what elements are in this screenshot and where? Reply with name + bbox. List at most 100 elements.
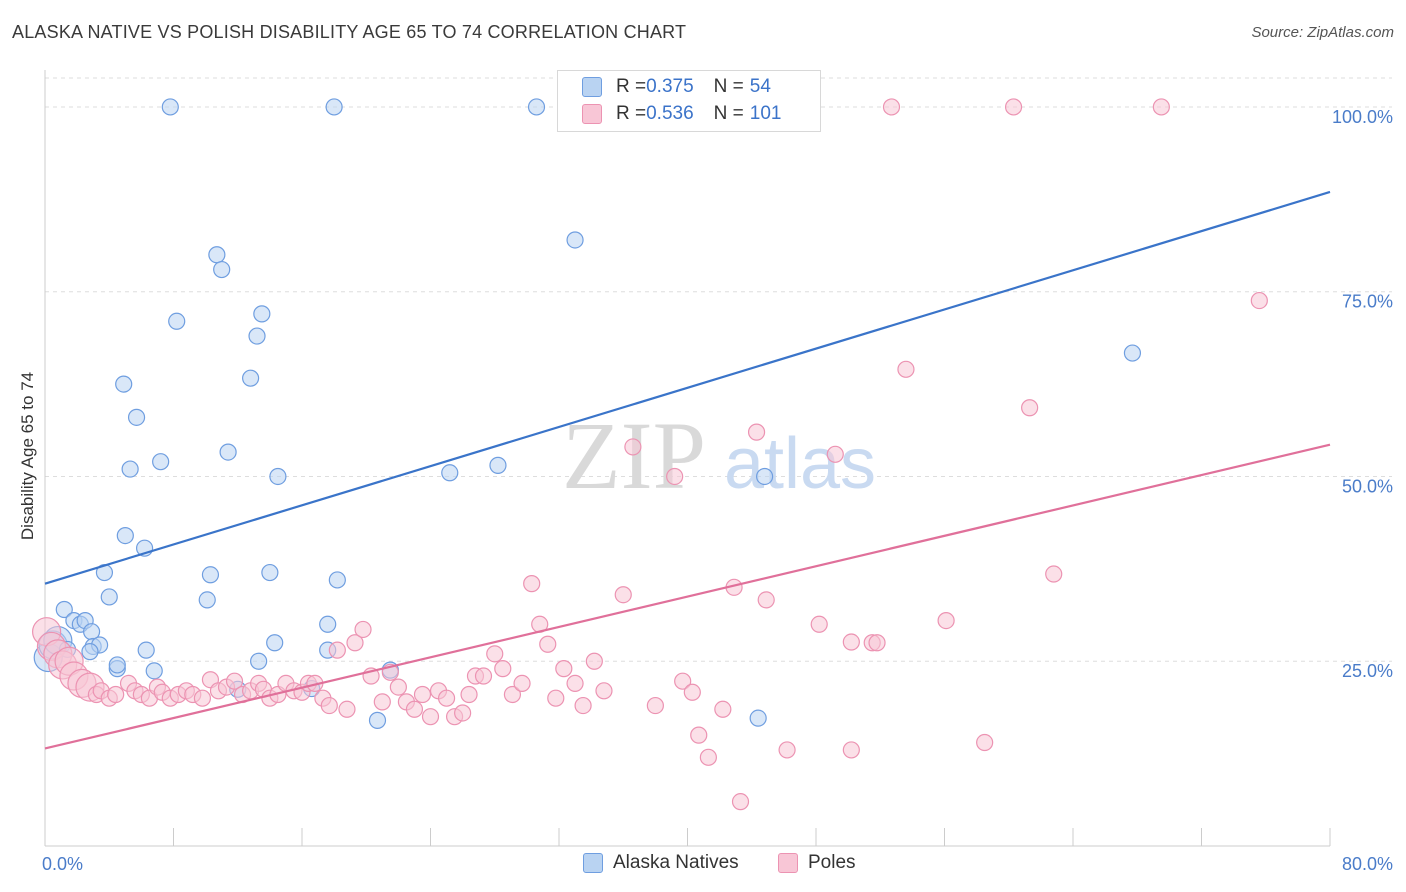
poles-point-55	[454, 704, 472, 722]
alaska-point-35	[261, 563, 279, 582]
poles-point-80	[714, 700, 732, 718]
poles-point-88	[842, 741, 860, 759]
alaska-point-50	[749, 709, 767, 727]
alaska-point-51	[755, 467, 774, 486]
legend-n-value: 54	[749, 76, 771, 97]
poles-point-53	[437, 689, 456, 707]
poles-point-11	[107, 685, 125, 704]
alaska-point-39	[325, 98, 343, 116]
poles-point-67	[555, 660, 573, 678]
poles-point-51	[421, 708, 440, 726]
alaska-point-52	[1123, 344, 1142, 362]
poles-point-76	[674, 672, 692, 690]
poles-point-99	[1250, 291, 1268, 310]
y-axis-label: Disability Age 65 to 74	[18, 372, 37, 540]
trend-lines	[44, 190, 1331, 750]
poles-point-92	[897, 360, 915, 378]
poles-point-56	[460, 685, 478, 704]
alaska-point-46	[489, 456, 507, 474]
x-tick-label-0: 0.0%	[42, 854, 83, 874]
alaska-point-40	[328, 571, 346, 589]
grid-lines	[45, 77, 1392, 662]
legend-n-label: N =	[713, 103, 744, 124]
poles-point-41	[338, 700, 356, 718]
poles-point-79	[699, 748, 717, 766]
legend-swatch-pink	[778, 853, 798, 873]
poles-point-95	[1004, 98, 1023, 116]
poles-point-96	[1021, 399, 1039, 417]
poles-point-85	[778, 741, 796, 759]
poles-point-49	[405, 700, 424, 718]
legend-label: Alaska Natives	[613, 852, 739, 873]
poles-point-65	[539, 635, 557, 653]
alaska-point-47	[527, 98, 546, 116]
poles-point-100	[842, 633, 860, 651]
alaska-point-45	[441, 464, 459, 482]
poles-point-75	[666, 467, 684, 486]
poles-point-83	[747, 423, 766, 441]
poles-point-69	[574, 696, 592, 715]
legend-swatch-blue	[583, 853, 603, 873]
poles-point-78	[690, 726, 708, 744]
x-ticks: 0.0% 80.0%	[42, 828, 1393, 874]
poles-point-66	[547, 689, 565, 707]
alaska-point-17	[121, 460, 139, 478]
alaska-point-27	[213, 260, 231, 279]
alaska-point-26	[219, 443, 237, 461]
alaska-point-22	[168, 312, 186, 330]
poles-point-63	[523, 575, 541, 593]
poles-point-91	[882, 98, 901, 116]
poles-point-58	[474, 667, 493, 685]
legend-swatch-blue	[582, 77, 602, 97]
alaska-point-16	[127, 408, 146, 426]
x-tick-label-1: 80.0%	[1342, 854, 1393, 874]
alaska-point-25	[208, 246, 226, 264]
alaska-point-28	[201, 566, 220, 584]
poles-point-62	[513, 674, 531, 693]
alaska-point-18	[115, 375, 133, 393]
legend-label: Poles	[808, 852, 856, 873]
alaska-point-13	[100, 588, 118, 606]
legend-item-alaska-natives: Alaska Natives	[583, 852, 739, 874]
poles-point-68	[566, 674, 584, 693]
alaska-point-42	[319, 615, 337, 633]
correlation-legend: R = 0.375 N = 54 R = 0.536 N = 101	[557, 70, 821, 132]
alaska-point-11	[81, 643, 99, 661]
series-legend: Alaska Natives Poles	[0, 852, 1406, 878]
poles-point-98	[1152, 98, 1170, 116]
poles-point-47	[389, 678, 407, 696]
poles-point-87	[826, 445, 844, 463]
poles-point-86	[810, 615, 828, 633]
alaska-point-48	[566, 231, 584, 249]
legend-item-poles: Poles	[778, 852, 856, 874]
poles-point-90	[868, 634, 886, 652]
poles-point-43	[354, 620, 372, 639]
alaska-point-30	[248, 327, 266, 345]
y-tick-label-3: 100.0%	[1332, 107, 1393, 127]
poles-point-42	[346, 634, 364, 652]
series-poles	[32, 98, 1268, 811]
legend-row-alaska: R = 0.375 N = 54	[582, 75, 771, 99]
alaska-point-36	[250, 652, 268, 670]
poles-point-73	[624, 438, 642, 456]
poles-point-59	[486, 645, 504, 663]
alaska-point-3	[55, 600, 73, 619]
poles-point-97	[1045, 565, 1063, 583]
legend-n-label: N =	[713, 76, 744, 97]
poles-point-39	[320, 696, 338, 715]
poles-point-82	[731, 793, 750, 811]
poles-point-70	[585, 652, 603, 670]
legend-r-label: R =	[616, 103, 647, 124]
alaska-point-34	[269, 467, 287, 486]
poles-point-93	[937, 611, 955, 630]
legend-r-label: R =	[616, 76, 647, 97]
poles-point-22	[193, 689, 212, 707]
poles-point-50	[413, 685, 432, 704]
y-tick-labels: 25.0% 50.0% 75.0% 100.0%	[1332, 107, 1393, 681]
chart-title: ALASKA NATIVE VS POLISH DISABILITY AGE 6…	[12, 22, 687, 42]
poles-point-61	[503, 685, 522, 704]
poles-point-40	[328, 641, 346, 659]
poles-point-74	[646, 696, 664, 715]
alaska-point-31	[253, 305, 271, 323]
